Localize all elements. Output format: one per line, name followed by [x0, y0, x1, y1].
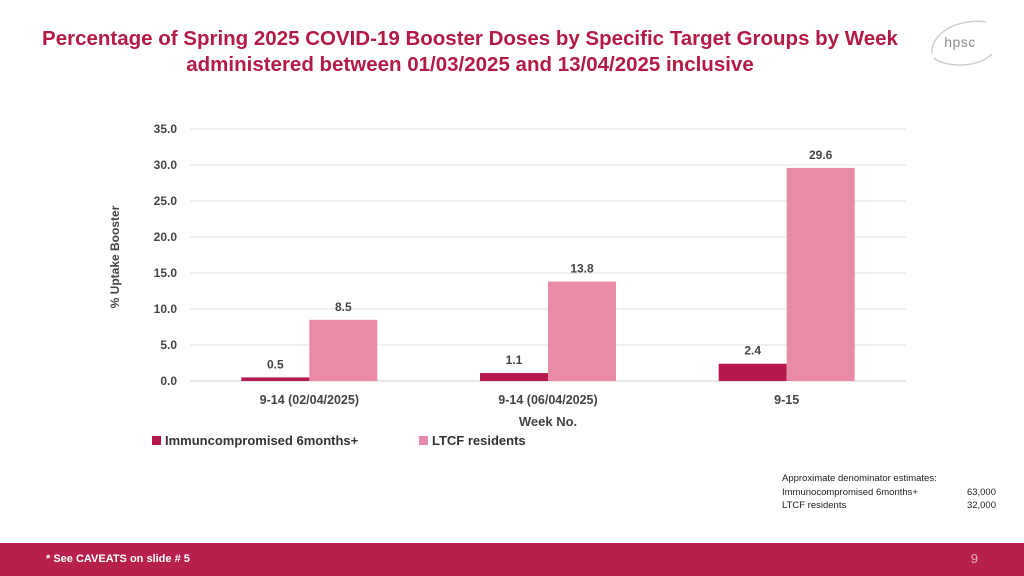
x-tick-labels: 9-14 (02/04/2025) 9-14 (06/04/2025) 9-15: [260, 393, 800, 407]
legend-label-series1: Immuncompromised 6months+: [165, 433, 359, 448]
bar-ltcf: [309, 319, 378, 381]
y-tick-label: 5.0: [160, 338, 177, 352]
y-tick-label: 10.0: [154, 302, 178, 316]
data-label: 2.4: [744, 344, 761, 358]
data-label: 8.5: [335, 300, 352, 314]
denominator-label: Immunocompromised 6months+: [782, 486, 918, 498]
bar-immunocompromised: [718, 363, 787, 381]
bar-immunocompromised: [480, 373, 548, 381]
y-tick-label: 25.0: [154, 194, 178, 208]
y-tick-label: 0.0: [160, 374, 177, 388]
bar-chart: 0.0 5.0 10.0 15.0 20.0 25.0 30.0 35.0 0.5 8.5 1.1…: [108, 122, 906, 429]
x-tick-label: 9-14 (06/04/2025): [498, 393, 597, 407]
legend-swatch-series1: [152, 436, 161, 445]
page-title: Percentage of Spring 2025 COVID-19 Boost…: [42, 27, 898, 76]
data-labels: 0.5 8.5 1.1 13.8 2.4 29.6: [267, 148, 833, 372]
footer-bar: * See CAVEATS on slide # 5 9: [0, 543, 1024, 576]
legend-item-immunocompromised: Immuncompromised 6months+: [152, 433, 358, 448]
logo-text: hpsc: [944, 34, 976, 50]
x-tick-label: 9-15: [774, 393, 799, 407]
data-label: 29.6: [809, 148, 833, 162]
bar-ltcf: [548, 281, 616, 381]
hpsc-logo: hpsc: [920, 14, 1000, 70]
page-number: 9: [970, 551, 978, 566]
bar-immunocompromised: [241, 377, 310, 381]
data-label: 1.1: [506, 353, 523, 367]
denominator-row: Immunocompromised 6months+ 63,000: [782, 486, 996, 500]
caveat-note: * See CAVEATS on slide # 5: [46, 553, 190, 565]
legend-label-series2: LTCF residents: [432, 433, 526, 448]
denominator-value: 32,000: [966, 500, 996, 511]
bar-ltcf: [786, 167, 855, 381]
x-tick-label: 9-14 (02/04/2025): [260, 393, 359, 407]
legend-swatch-series2: [419, 436, 428, 445]
denominator-label: LTCF residents: [782, 500, 847, 511]
y-tick-label: 30.0: [154, 158, 178, 172]
y-tick-labels: 0.0 5.0 10.0 15.0 20.0 25.0 30.0 35.0: [154, 122, 178, 388]
y-tick-label: 35.0: [154, 122, 178, 136]
y-tick-label: 20.0: [154, 230, 178, 244]
denominator-box: Approximate denominator estimates: Immun…: [782, 472, 996, 513]
x-axis-label: Week No.: [519, 414, 577, 429]
denominator-value: 63,000: [966, 486, 996, 498]
hpsc-logo-icon: [931, 20, 993, 66]
data-label: 0.5: [267, 357, 284, 371]
legend-item-ltcf: LTCF residents: [419, 433, 526, 448]
y-tick-label: 15.0: [154, 266, 178, 280]
bars: [241, 167, 855, 381]
y-axis-label: % Uptake Booster: [108, 205, 122, 308]
denominator-row: LTCF residents 32,000: [782, 499, 996, 513]
denominator-heading: Approximate denominator estimates:: [782, 473, 937, 484]
data-label: 13.8: [570, 262, 594, 276]
